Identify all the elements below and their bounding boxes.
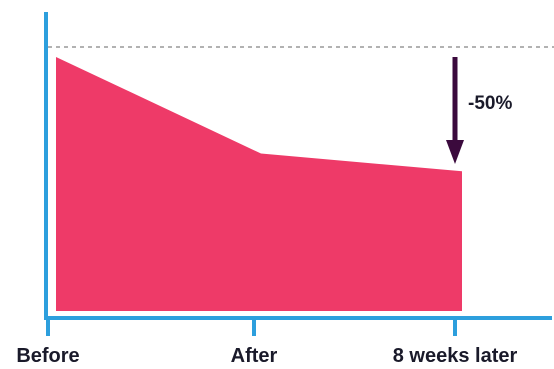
x-tick-label: 8 weeks later [393,345,518,367]
x-tick-label: After [231,345,278,367]
x-axis-ticks [46,318,457,336]
change-annotation: -50% [446,57,512,164]
x-tick-label: Before [16,345,79,367]
arrow-down-icon [446,140,464,164]
area-series [56,57,462,311]
x-axis-tick-labels: Before After 8 weeks later [16,345,517,367]
annotation-label: -50% [468,93,512,114]
